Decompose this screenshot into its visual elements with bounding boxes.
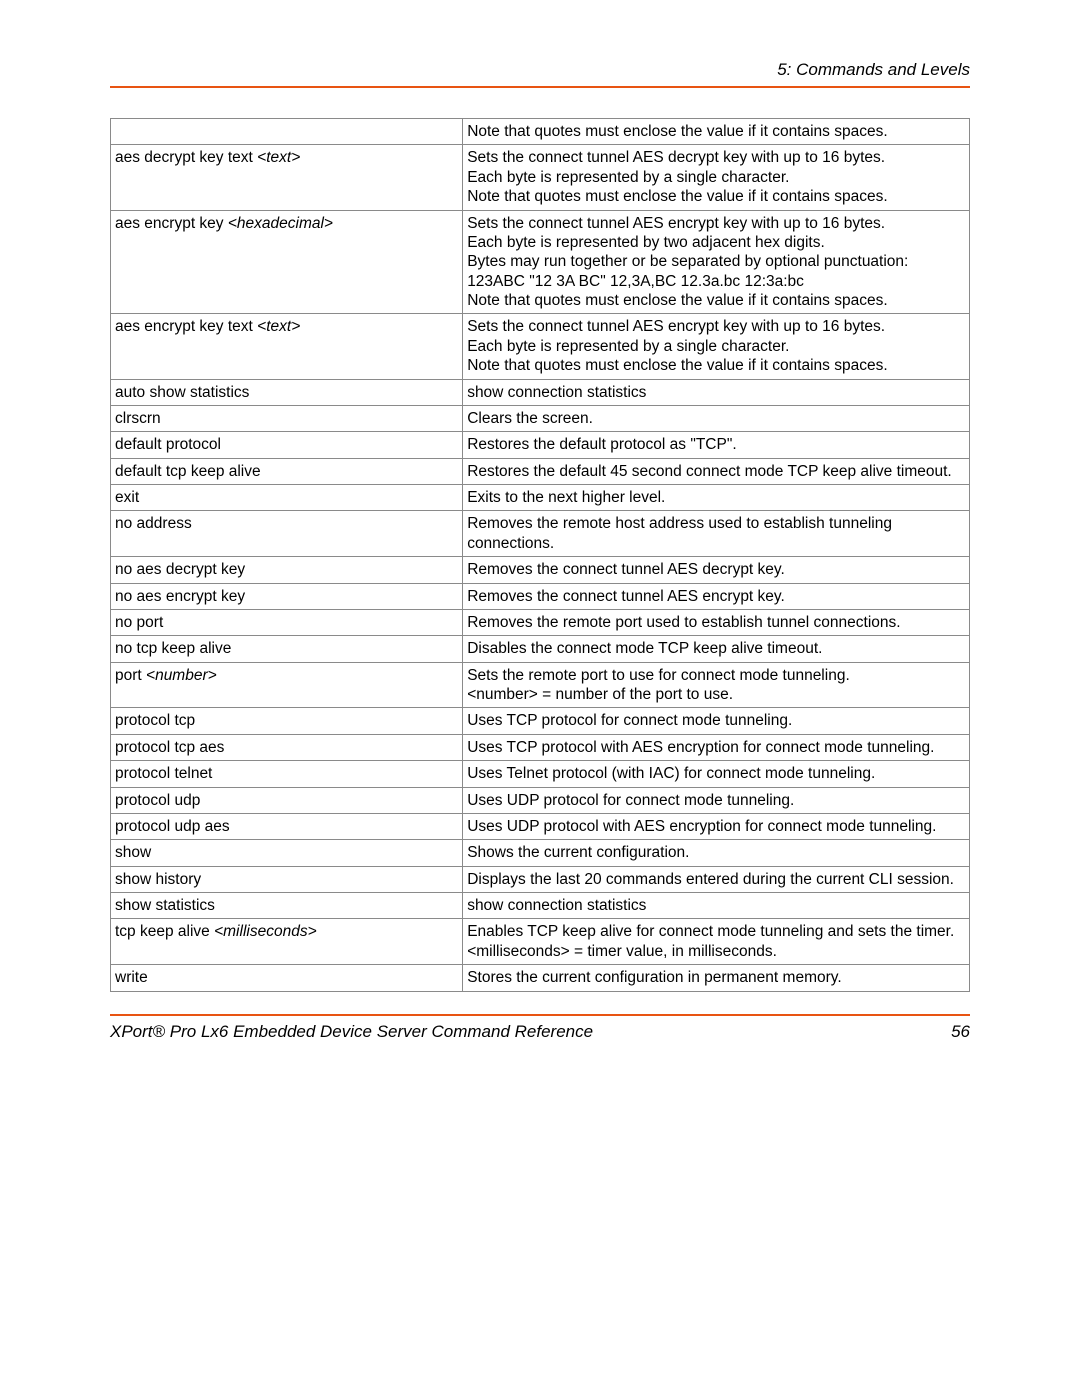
command-cell: clrscrn xyxy=(111,405,463,431)
table-row: no addressRemoves the remote host addres… xyxy=(111,511,970,557)
command-cell: protocol tcp aes xyxy=(111,734,463,760)
description-cell: Sets the remote port to use for connect … xyxy=(463,662,970,708)
description-cell: Removes the remote port used to establis… xyxy=(463,609,970,635)
description-cell: show connection statistics xyxy=(463,893,970,919)
command-cell xyxy=(111,119,463,145)
table-row: show statisticsshow connection statistic… xyxy=(111,893,970,919)
description-cell: show connection statistics xyxy=(463,379,970,405)
command-cell: no aes encrypt key xyxy=(111,583,463,609)
table-row: aes decrypt key text <text>Sets the conn… xyxy=(111,145,970,210)
table-row: writeStores the current configuration in… xyxy=(111,965,970,991)
command-cell: no aes decrypt key xyxy=(111,557,463,583)
header-rule xyxy=(110,86,970,88)
description-cell: Stores the current configuration in perm… xyxy=(463,965,970,991)
command-cell: show history xyxy=(111,866,463,892)
command-cell: protocol udp xyxy=(111,787,463,813)
command-cell: no address xyxy=(111,511,463,557)
command-cell: protocol udp aes xyxy=(111,813,463,839)
command-parameter: <number> xyxy=(146,667,217,684)
command-cell: port <number> xyxy=(111,662,463,708)
description-cell: Uses UDP protocol for connect mode tunne… xyxy=(463,787,970,813)
description-cell: Shows the current configuration. xyxy=(463,840,970,866)
description-cell: Sets the connect tunnel AES decrypt key … xyxy=(463,145,970,210)
table-row: protocol tcp aesUses TCP protocol with A… xyxy=(111,734,970,760)
description-cell: Restores the default protocol as "TCP". xyxy=(463,432,970,458)
footer-page-number: 56 xyxy=(951,1022,970,1042)
description-cell: Restores the default 45 second connect m… xyxy=(463,458,970,484)
command-cell: no tcp keep alive xyxy=(111,636,463,662)
table-row: protocol telnetUses Telnet protocol (wit… xyxy=(111,761,970,787)
description-cell: Uses UDP protocol with AES encryption fo… xyxy=(463,813,970,839)
command-cell: show statistics xyxy=(111,893,463,919)
command-cell: aes encrypt key <hexadecimal> xyxy=(111,210,463,314)
command-cell: default protocol xyxy=(111,432,463,458)
command-parameter: <milliseconds> xyxy=(214,923,317,940)
table-row: show historyDisplays the last 20 command… xyxy=(111,866,970,892)
description-cell: Removes the connect tunnel AES encrypt k… xyxy=(463,583,970,609)
description-cell: Sets the connect tunnel AES encrypt key … xyxy=(463,210,970,314)
table-row: port <number>Sets the remote port to use… xyxy=(111,662,970,708)
table-row: protocol udp aesUses UDP protocol with A… xyxy=(111,813,970,839)
table-row: tcp keep alive <milliseconds>Enables TCP… xyxy=(111,919,970,965)
table-row: default tcp keep aliveRestores the defau… xyxy=(111,458,970,484)
description-cell: Uses TCP protocol for connect mode tunne… xyxy=(463,708,970,734)
table-row: aes encrypt key <hexadecimal>Sets the co… xyxy=(111,210,970,314)
footer-rule xyxy=(110,1014,970,1016)
section-header: 5: Commands and Levels xyxy=(110,60,970,86)
description-cell: Exits to the next higher level. xyxy=(463,485,970,511)
description-cell: Clears the screen. xyxy=(463,405,970,431)
command-parameter: <text> xyxy=(257,318,300,335)
table-row: auto show statisticsshow connection stat… xyxy=(111,379,970,405)
page-footer: XPort® Pro Lx6 Embedded Device Server Co… xyxy=(110,1022,970,1042)
command-cell: no port xyxy=(111,609,463,635)
table-row: exitExits to the next higher level. xyxy=(111,485,970,511)
description-cell: Enables TCP keep alive for connect mode … xyxy=(463,919,970,965)
description-cell: Removes the remote host address used to … xyxy=(463,511,970,557)
table-row: clrscrnClears the screen. xyxy=(111,405,970,431)
table-row: protocol udpUses UDP protocol for connec… xyxy=(111,787,970,813)
command-cell: show xyxy=(111,840,463,866)
table-row: aes encrypt key text <text>Sets the conn… xyxy=(111,314,970,379)
table-row: default protocolRestores the default pro… xyxy=(111,432,970,458)
description-cell: Sets the connect tunnel AES encrypt key … xyxy=(463,314,970,379)
command-cell: protocol tcp xyxy=(111,708,463,734)
description-cell: Displays the last 20 commands entered du… xyxy=(463,866,970,892)
description-cell: Removes the connect tunnel AES decrypt k… xyxy=(463,557,970,583)
description-cell: Uses TCP protocol with AES encryption fo… xyxy=(463,734,970,760)
table-row: showShows the current configuration. xyxy=(111,840,970,866)
command-cell: write xyxy=(111,965,463,991)
description-cell: Disables the connect mode TCP keep alive… xyxy=(463,636,970,662)
command-cell: tcp keep alive <milliseconds> xyxy=(111,919,463,965)
command-parameter: <hexadecimal> xyxy=(228,215,333,232)
description-cell: Note that quotes must enclose the value … xyxy=(463,119,970,145)
page: 5: Commands and Levels Note that quotes … xyxy=(0,0,1080,1397)
command-parameter: <text> xyxy=(257,149,300,166)
table-row: protocol tcpUses TCP protocol for connec… xyxy=(111,708,970,734)
table-row: Note that quotes must enclose the value … xyxy=(111,119,970,145)
table-row: no aes decrypt keyRemoves the connect tu… xyxy=(111,557,970,583)
command-cell: aes decrypt key text <text> xyxy=(111,145,463,210)
table-row: no aes encrypt keyRemoves the connect tu… xyxy=(111,583,970,609)
table-row: no portRemoves the remote port used to e… xyxy=(111,609,970,635)
commands-table: Note that quotes must enclose the value … xyxy=(110,118,970,992)
table-row: no tcp keep aliveDisables the connect mo… xyxy=(111,636,970,662)
command-cell: aes encrypt key text <text> xyxy=(111,314,463,379)
description-cell: Uses Telnet protocol (with IAC) for conn… xyxy=(463,761,970,787)
command-cell: auto show statistics xyxy=(111,379,463,405)
command-cell: exit xyxy=(111,485,463,511)
footer-doc-title: XPort® Pro Lx6 Embedded Device Server Co… xyxy=(110,1022,593,1042)
command-cell: protocol telnet xyxy=(111,761,463,787)
command-cell: default tcp keep alive xyxy=(111,458,463,484)
